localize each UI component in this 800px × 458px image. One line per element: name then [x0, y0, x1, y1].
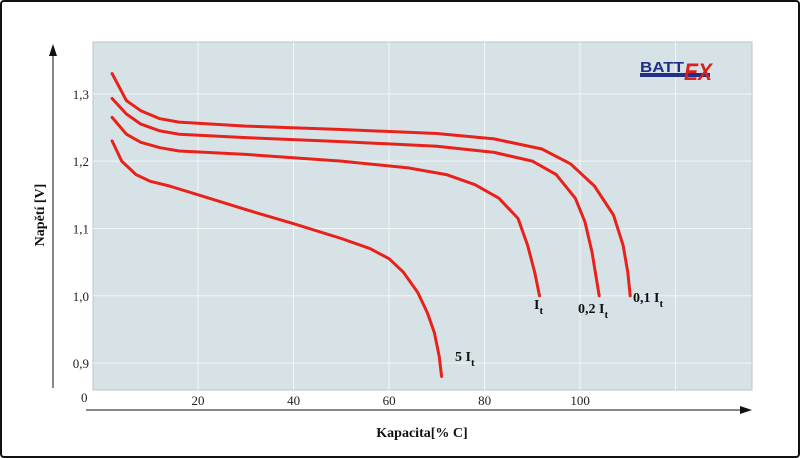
series-label: It — [534, 298, 543, 317]
series-label: 5 It — [455, 350, 475, 369]
series-line — [110, 115, 541, 298]
x-tick-label: 80 — [478, 393, 491, 408]
x-tick-label: 100 — [570, 393, 590, 408]
battex-logo: BATT EX — [640, 59, 714, 86]
x-tick-label: 60 — [383, 393, 396, 408]
y-tick-label: 1,3 — [73, 87, 89, 102]
logo-text-batt: BATT — [640, 59, 684, 76]
y-tick-label: 1,0 — [73, 289, 89, 304]
logo-text-ex: EX — [684, 59, 714, 86]
axes — [49, 44, 752, 414]
y-tick-label: 1,1 — [73, 221, 89, 236]
series-label: 0,2 It — [578, 302, 608, 321]
series-label: 0,1 It — [633, 291, 663, 310]
origin-label: 0 — [81, 390, 88, 405]
x-axis-arrow — [740, 406, 752, 414]
y-axis-arrow — [49, 44, 57, 56]
grid — [93, 42, 752, 390]
y-axis-title: Napětí [V] — [33, 184, 48, 247]
x-tick-label: 40 — [287, 393, 300, 408]
series-line — [110, 139, 444, 378]
series-line — [110, 97, 601, 298]
logo-bar — [640, 73, 710, 77]
y-tick-label: 0,9 — [73, 356, 89, 371]
y-tick-label: 1,2 — [73, 154, 89, 169]
plot-area — [92, 41, 753, 391]
x-axis-title: Kapacita[% C] — [376, 426, 467, 441]
series-line — [110, 72, 632, 298]
x-tick-label: 20 — [192, 393, 205, 408]
